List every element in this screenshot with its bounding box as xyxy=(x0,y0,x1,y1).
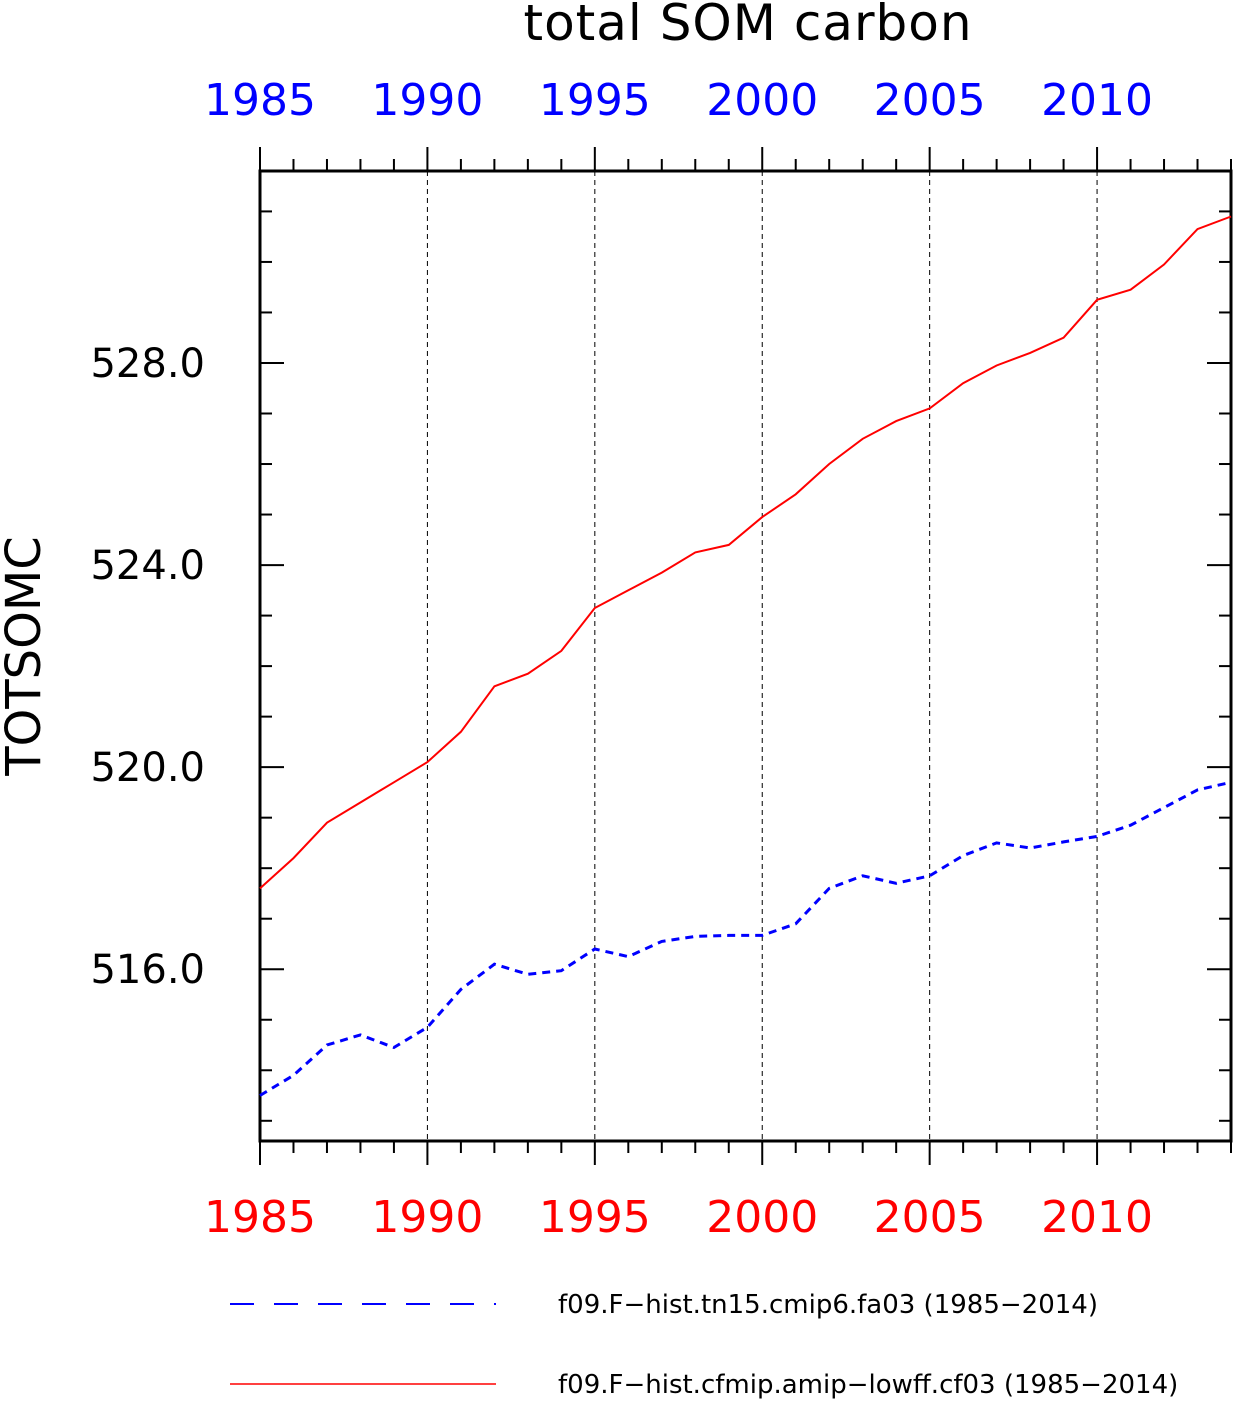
bottom-x-tick-label: 2005 xyxy=(874,1192,986,1243)
plot-frame xyxy=(258,169,1233,1143)
top-x-tick-label: 2005 xyxy=(874,75,986,126)
bottom-x-tick-label: 2000 xyxy=(706,1192,818,1243)
y-tick-label: 528.0 xyxy=(90,341,205,387)
top-x-tick-label: 1995 xyxy=(539,75,651,126)
y-tick-label: 516.0 xyxy=(90,947,205,993)
top-x-tick-label: 1985 xyxy=(204,75,316,126)
chart-title: total SOM carbon xyxy=(523,0,972,52)
bottom-x-tick-label: 1990 xyxy=(371,1192,483,1243)
bottom-x-tick-label: 2010 xyxy=(1041,1192,1153,1243)
y-tick-label: 524.0 xyxy=(90,543,205,589)
series-line-1 xyxy=(259,780,1232,1097)
series-line-2 xyxy=(259,215,1232,890)
legend-label-1: f09.F−hist.tn15.cmip6.fa03 (1985−2014) xyxy=(558,1290,1098,1320)
plot-area: 1985 1985 1990 1990 1995 1995 2000 2000 2005 2005… xyxy=(90,75,1233,1400)
bottom-x-tick-label: 1995 xyxy=(539,1192,651,1243)
legend-label-2: f09.F−hist.cfmip.amip−lowff.cf03 (1985−2… xyxy=(558,1370,1178,1400)
bottom-x-tick-label: 1985 xyxy=(204,1192,316,1243)
y-tick-label: 520.0 xyxy=(90,745,205,791)
top-x-tick-label: 2010 xyxy=(1041,75,1153,126)
top-x-tick-label: 1990 xyxy=(371,75,483,126)
top-x-tick-label: 2000 xyxy=(706,75,818,126)
y-axis-label: TOTSOMC xyxy=(0,536,52,777)
